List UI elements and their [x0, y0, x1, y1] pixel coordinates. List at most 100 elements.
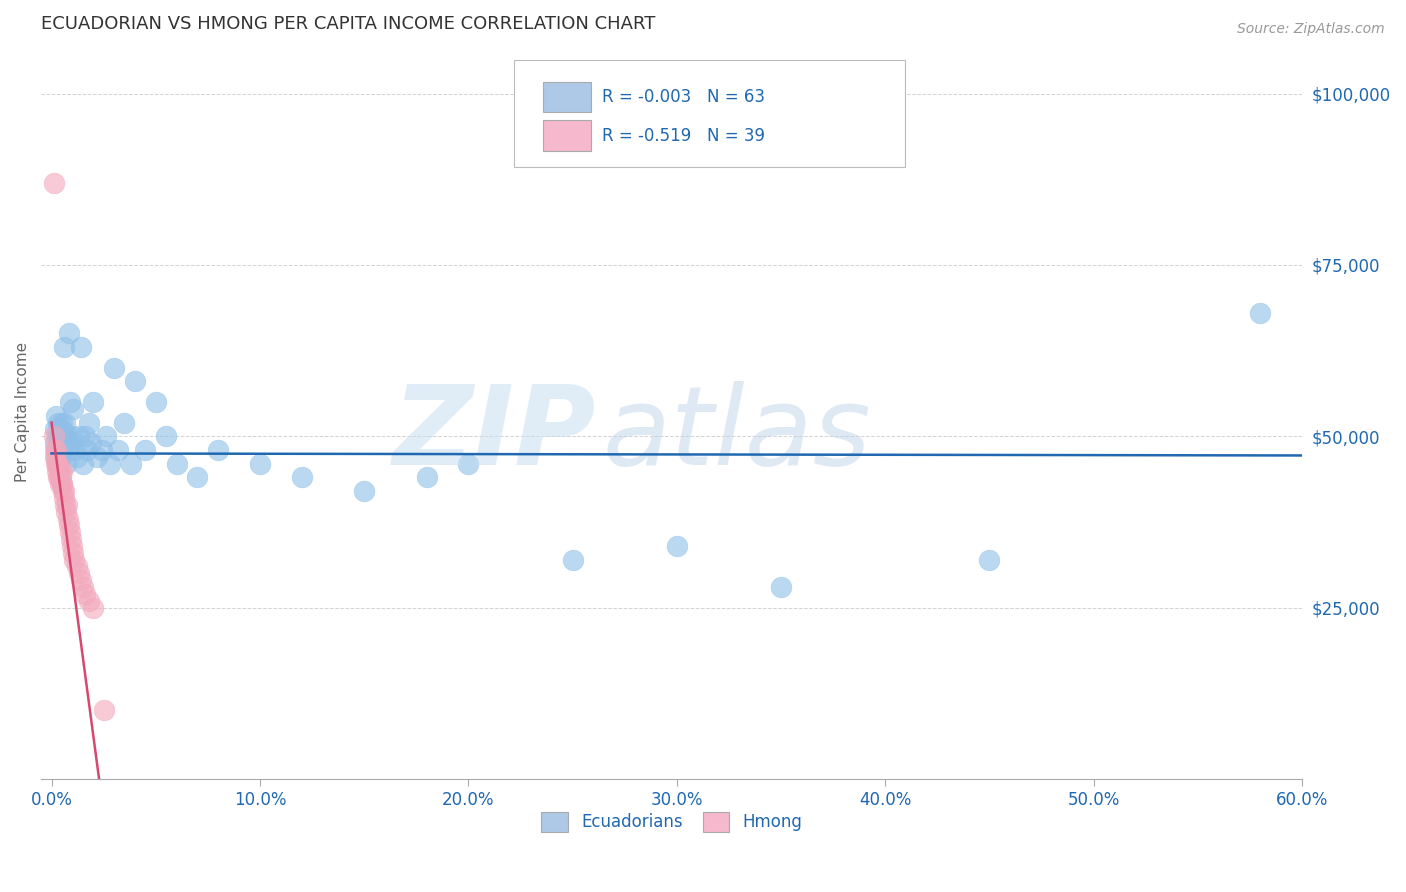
Legend: Ecuadorians, Hmong: Ecuadorians, Hmong: [536, 807, 807, 837]
Point: [59, 395, 82, 409]
Point: [73, 429, 96, 443]
Point: [60, 429, 83, 443]
Point: [93, 703, 115, 717]
Text: ZIP: ZIP: [392, 381, 596, 488]
Point: [457, 457, 479, 471]
Point: [48, 457, 70, 471]
Point: [186, 470, 208, 484]
FancyBboxPatch shape: [515, 61, 905, 167]
Point: [51, 477, 73, 491]
Point: [45, 464, 67, 478]
Point: [48, 436, 70, 450]
Point: [62, 401, 84, 416]
Point: [77, 416, 100, 430]
Point: [49, 470, 72, 484]
Text: R = -0.519   N = 39: R = -0.519 N = 39: [602, 127, 765, 145]
Point: [58, 442, 80, 457]
Point: [46, 416, 69, 430]
Point: [73, 587, 96, 601]
Point: [48, 470, 70, 484]
Point: [55, 457, 77, 471]
Point: [46, 457, 69, 471]
Point: [53, 416, 76, 430]
Text: R = -0.003   N = 63: R = -0.003 N = 63: [602, 88, 765, 106]
Point: [52, 484, 75, 499]
Point: [51, 477, 73, 491]
Point: [51, 436, 73, 450]
Point: [55, 505, 77, 519]
Point: [979, 552, 1001, 566]
Point: [44, 450, 66, 464]
Point: [56, 429, 79, 443]
Point: [44, 422, 66, 436]
Point: [82, 395, 104, 409]
Point: [80, 436, 103, 450]
Point: [45, 450, 67, 464]
Point: [107, 442, 129, 457]
Point: [63, 442, 86, 457]
Point: [45, 457, 67, 471]
Point: [77, 593, 100, 607]
Point: [52, 429, 75, 443]
Point: [72, 457, 94, 471]
Point: [114, 416, 136, 430]
Point: [51, 422, 73, 436]
Y-axis label: Per Capita Income: Per Capita Income: [15, 343, 30, 483]
Point: [62, 546, 84, 560]
Point: [49, 477, 72, 491]
Point: [67, 429, 90, 443]
Point: [76, 442, 98, 457]
Point: [120, 457, 142, 471]
Point: [770, 580, 793, 594]
Point: [46, 457, 69, 471]
Point: [52, 442, 75, 457]
Point: [65, 450, 87, 464]
Point: [45, 429, 67, 443]
Text: atlas: atlas: [602, 381, 870, 488]
Point: [291, 470, 314, 484]
Point: [53, 340, 76, 354]
Point: [52, 484, 75, 499]
Point: [46, 442, 69, 457]
Point: [166, 457, 188, 471]
Point: [94, 429, 117, 443]
Point: [58, 326, 80, 341]
Point: [69, 340, 91, 354]
Point: [44, 442, 66, 457]
Point: [56, 498, 79, 512]
Point: [665, 539, 688, 553]
Point: [51, 464, 73, 478]
Point: [49, 450, 72, 464]
Point: [63, 552, 86, 566]
Point: [353, 484, 375, 499]
Point: [53, 498, 76, 512]
Point: [69, 573, 91, 587]
Point: [46, 470, 69, 484]
Point: [1249, 306, 1271, 320]
Point: [60, 532, 83, 546]
FancyBboxPatch shape: [543, 81, 591, 112]
Point: [51, 416, 73, 430]
Point: [90, 442, 112, 457]
Point: [124, 375, 146, 389]
Point: [49, 429, 72, 443]
Point: [67, 566, 90, 581]
Point: [49, 464, 72, 478]
Text: Source: ZipAtlas.com: Source: ZipAtlas.com: [1237, 22, 1385, 37]
Point: [103, 360, 125, 375]
Point: [98, 457, 121, 471]
Point: [48, 464, 70, 478]
Point: [58, 511, 80, 525]
Point: [59, 525, 82, 540]
Point: [53, 491, 76, 505]
Point: [134, 442, 156, 457]
FancyBboxPatch shape: [543, 120, 591, 152]
Point: [42, 176, 65, 190]
Point: [60, 436, 83, 450]
Point: [561, 552, 583, 566]
Point: [48, 422, 70, 436]
Point: [249, 457, 271, 471]
Point: [72, 580, 94, 594]
Point: [207, 442, 229, 457]
Point: [44, 429, 66, 443]
